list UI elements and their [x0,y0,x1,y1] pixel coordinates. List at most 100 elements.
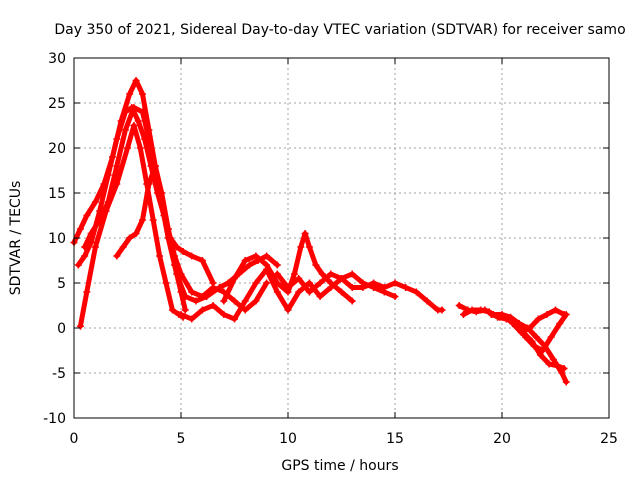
series-line [488,312,569,353]
chart-title: Day 350 of 2021, Sidereal Day-to-day VTE… [54,22,625,38]
data-point [543,311,551,318]
data-point [145,180,153,188]
y-tick-label: 0 [57,321,66,337]
data-point [209,302,217,309]
data-point [171,252,179,260]
data-point [380,284,388,291]
data-point [549,356,557,363]
data-point [537,351,545,359]
series-pass-5 [113,162,271,314]
data-point [162,279,170,287]
data-point [552,306,559,314]
data-point [438,306,446,314]
data-point [151,162,159,170]
data-point [305,243,313,251]
data-point [554,362,562,370]
data-point [138,90,146,98]
data-point [83,288,91,296]
data-point [391,293,399,300]
data-point [301,230,309,237]
data-point [562,378,570,386]
data-point [391,279,399,287]
data-point [147,144,155,152]
data-point [558,369,566,377]
data-point [76,225,84,233]
data-point [263,279,271,287]
data-point [370,279,378,287]
data-point [359,284,367,291]
data-point [220,311,228,318]
data-point [188,315,196,323]
data-point [119,243,127,251]
y-tick-label: 15 [48,186,66,202]
data-point [539,347,547,354]
y-tick-label: 30 [48,51,66,67]
y-tick-label: 20 [48,141,66,157]
series-pass-7 [220,230,356,305]
data-point [177,270,185,278]
data-point [91,243,99,251]
data-point [81,252,89,260]
series-layer [70,77,570,386]
data-point [241,257,249,264]
data-point [209,284,217,291]
data-point [113,162,121,170]
data-point [273,279,281,287]
data-point [241,297,249,305]
data-point [181,293,189,300]
x-tick-label: 5 [177,431,186,447]
data-point [338,275,345,282]
data-point [455,302,463,309]
data-point [231,297,238,305]
data-point [545,360,553,368]
data-point [297,243,305,251]
data-point [138,216,146,224]
x-axis-label: GPS time / hours [281,458,398,474]
data-point [96,216,104,224]
data-point [136,144,144,152]
data-point [295,288,303,296]
data-point [156,252,164,260]
data-point [252,297,260,305]
x-tick-label: 0 [70,431,79,447]
data-point [284,306,292,314]
data-point [168,306,176,314]
data-point [252,279,260,287]
data-point [348,270,356,278]
data-point [305,288,313,296]
data-point [263,252,271,260]
data-point [284,284,292,291]
data-point [130,104,138,111]
data-point [526,324,534,332]
y-tick-label: 10 [48,231,66,247]
data-point [198,257,206,264]
data-point [91,198,99,206]
data-point [104,171,112,179]
data-point [124,144,131,152]
data-point [273,261,281,269]
data-point [181,306,189,314]
data-point [522,333,530,341]
data-point [412,288,420,296]
data-point [220,297,228,305]
data-point [81,243,89,251]
data-point [231,315,238,323]
y-tick-label: 25 [48,96,66,112]
data-point [348,297,356,305]
data-point [198,306,206,314]
data-point [273,270,281,278]
y-tick-label: -10 [43,411,66,427]
data-point [138,108,146,116]
data-point [132,77,140,84]
data-point [149,216,157,224]
data-point [530,342,538,350]
data-point [104,198,112,206]
data-point [113,252,121,260]
data-point [126,234,134,242]
data-point [477,306,485,314]
data-point [113,135,121,143]
tick-layer: 0 5 10 15 20 25 -10 -5 0 5 10 15 20 25 30 [43,51,618,447]
data-point [263,261,271,269]
data-point [547,333,555,341]
